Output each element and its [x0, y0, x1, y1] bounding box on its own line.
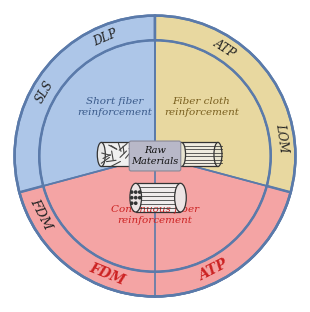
FancyBboxPatch shape [129, 141, 181, 171]
Ellipse shape [175, 183, 186, 212]
FancyBboxPatch shape [136, 183, 180, 212]
Wedge shape [39, 40, 155, 272]
Text: DLP: DLP [91, 27, 119, 49]
Circle shape [134, 190, 138, 194]
Text: Raw
Materials: Raw Materials [131, 146, 179, 166]
Text: Short fiber
reinforcement: Short fiber reinforcement [78, 97, 152, 117]
Circle shape [134, 201, 138, 205]
Wedge shape [43, 156, 267, 272]
Text: LOM: LOM [273, 123, 290, 154]
Text: ATP: ATP [196, 257, 230, 283]
FancyBboxPatch shape [182, 142, 218, 167]
Ellipse shape [214, 142, 222, 167]
Circle shape [130, 201, 134, 205]
Ellipse shape [134, 142, 142, 167]
Circle shape [130, 196, 134, 199]
Circle shape [138, 196, 142, 199]
Circle shape [134, 196, 138, 199]
Circle shape [130, 190, 134, 194]
Ellipse shape [178, 142, 186, 167]
Text: Fiber cloth
reinforcement: Fiber cloth reinforcement [164, 97, 239, 117]
FancyBboxPatch shape [101, 142, 138, 167]
Text: FDM: FDM [28, 196, 54, 232]
Text: ATP: ATP [211, 37, 238, 61]
Text: SLS: SLS [33, 78, 56, 105]
Wedge shape [19, 186, 291, 296]
Wedge shape [155, 16, 295, 296]
Ellipse shape [97, 142, 105, 167]
Text: Continuous fiber
reinforcement: Continuous fiber reinforcement [111, 205, 199, 225]
Text: FDM: FDM [87, 261, 127, 288]
Wedge shape [15, 16, 155, 296]
Ellipse shape [130, 183, 142, 212]
Circle shape [138, 190, 142, 194]
Wedge shape [155, 40, 271, 272]
